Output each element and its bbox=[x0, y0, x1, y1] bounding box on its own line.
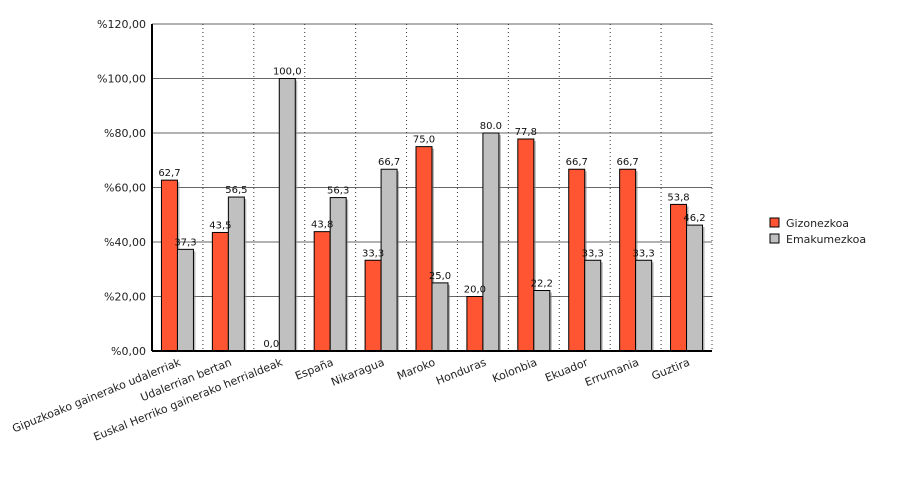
y-tick-label: %120,00 bbox=[97, 18, 146, 31]
bar-emakumezkoa bbox=[176, 248, 194, 352]
bar-emakumezkoa bbox=[431, 282, 449, 352]
x-tick-label: Ekuador bbox=[543, 356, 590, 385]
bar-gizonezkoa bbox=[364, 259, 382, 352]
y-tick-label: %20,00 bbox=[104, 291, 146, 304]
bar-emakumezkoa bbox=[533, 290, 551, 352]
data-label: 43,5 bbox=[209, 220, 231, 231]
data-label: 37,3 bbox=[174, 237, 196, 248]
data-label: 0,0 bbox=[263, 339, 279, 350]
y-tick-label: %80,00 bbox=[104, 127, 146, 140]
legend: Gizonezkoa Emakumezkoa bbox=[769, 217, 866, 246]
data-label: 100,0 bbox=[273, 67, 302, 78]
bar-gizonezkoa bbox=[466, 296, 484, 352]
data-label: 77,8 bbox=[515, 127, 537, 138]
x-tick-label: Errumania bbox=[583, 356, 641, 389]
data-label: 56,3 bbox=[327, 186, 349, 197]
data-label: 22,2 bbox=[531, 279, 553, 290]
bars bbox=[160, 78, 705, 352]
bar-gizonezkoa bbox=[619, 168, 637, 352]
data-label: 80.0 bbox=[480, 121, 502, 132]
bar-emakumezkoa bbox=[584, 259, 602, 352]
bar-gizonezkoa bbox=[313, 231, 331, 352]
bar-gizonezkoa bbox=[517, 138, 535, 352]
data-label: 56,5 bbox=[225, 185, 247, 196]
data-label: 75,0 bbox=[413, 135, 435, 146]
data-label: 43,8 bbox=[311, 220, 333, 231]
x-tick-label: Guztira bbox=[650, 356, 692, 383]
y-tick-label: %40,00 bbox=[104, 236, 146, 249]
bar-emakumezkoa bbox=[380, 168, 398, 352]
axes: %0,00 %20,00 %40,00 %60,00 %80,00 %100,00 %120… bbox=[10, 18, 712, 444]
data-labels: 62,7 37,3 43,5 56,5 0,0 100,0 43,8 56,3 33,3 66,7… bbox=[158, 67, 705, 351]
x-tick-label: Honduras bbox=[434, 356, 488, 388]
data-label: 66,7 bbox=[566, 157, 588, 168]
data-label: 25,0 bbox=[429, 271, 451, 282]
data-label: 53,8 bbox=[667, 192, 689, 203]
data-label: 33,3 bbox=[582, 248, 604, 259]
legend-swatch bbox=[769, 217, 780, 228]
data-label: 20,0 bbox=[464, 285, 486, 296]
bar-emakumezkoa bbox=[635, 259, 653, 352]
bar-gizonezkoa bbox=[568, 168, 586, 352]
bar-emakumezkoa bbox=[686, 224, 704, 352]
bar-gizonezkoa bbox=[160, 179, 178, 352]
data-label: 33,3 bbox=[362, 248, 384, 259]
data-label: 33,3 bbox=[633, 248, 655, 259]
data-label: 66,7 bbox=[617, 157, 639, 168]
legend-entry: Gizonezkoa bbox=[786, 217, 849, 230]
y-tick-label: %60,00 bbox=[104, 182, 146, 195]
x-tick-label: Kolonbia bbox=[491, 356, 539, 386]
y-tick-label: %0,00 bbox=[111, 345, 146, 358]
x-tick-label: Maroko bbox=[395, 356, 437, 383]
bar-gizonezkoa bbox=[415, 146, 433, 352]
x-tick-label: Euskal Herriko gainerako herrialdeak bbox=[92, 355, 285, 443]
legend-entry: Emakumezkoa bbox=[786, 233, 866, 246]
y-tick-label: %100,00 bbox=[97, 73, 146, 86]
x-tick-label: Nikaragua bbox=[329, 356, 386, 389]
data-label: 62,7 bbox=[158, 168, 180, 179]
data-label: 66,7 bbox=[378, 157, 400, 168]
bar-emakumezkoa bbox=[278, 78, 296, 352]
bar-gizonezkoa bbox=[211, 231, 229, 352]
data-label: 46,2 bbox=[683, 213, 705, 224]
bar-emakumezkoa bbox=[482, 132, 500, 352]
legend-swatch bbox=[769, 233, 780, 244]
bar-gizonezkoa bbox=[670, 203, 688, 352]
